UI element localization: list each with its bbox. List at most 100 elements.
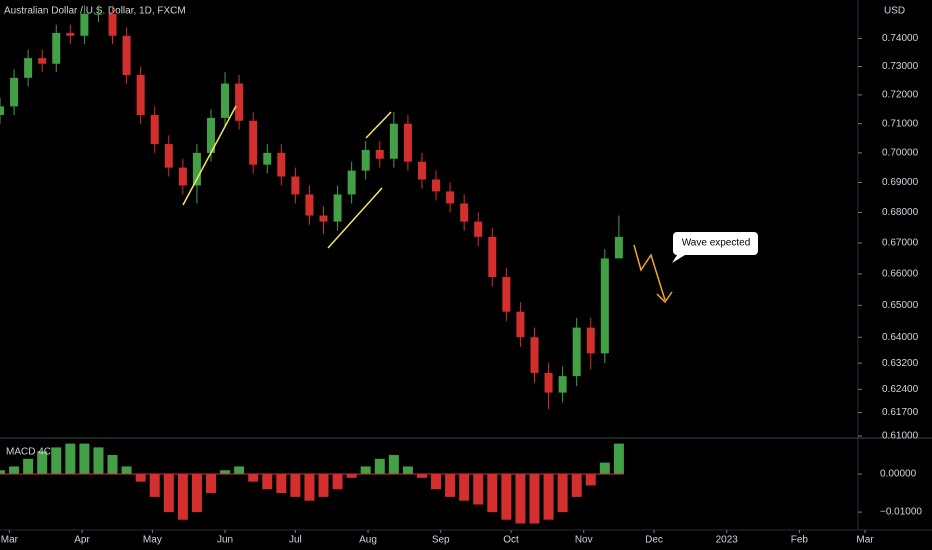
histogram-bar — [262, 474, 273, 490]
histogram-bar — [121, 466, 132, 475]
candle-body — [403, 123, 412, 162]
candle-body — [24, 58, 33, 78]
candle-body — [305, 194, 314, 216]
histogram-bar — [360, 466, 371, 475]
y-tick-label: 0.63200 — [882, 358, 919, 369]
candle-body — [164, 144, 173, 168]
trend-line — [182, 105, 237, 206]
histogram-bar — [431, 474, 442, 490]
candle-body — [389, 123, 398, 159]
histogram-bar — [177, 474, 188, 520]
histogram-bar — [332, 474, 343, 490]
x-tick-label: Mar — [1, 535, 19, 546]
histogram-bar — [445, 474, 456, 497]
histogram-bar — [107, 455, 118, 475]
histogram-bar — [163, 474, 174, 513]
histogram-bar — [543, 474, 554, 520]
x-tick-label: Apr — [74, 535, 90, 546]
candle-body — [136, 75, 145, 116]
candle-body — [572, 327, 581, 377]
candle-body — [460, 203, 469, 222]
histogram-bar — [374, 458, 385, 475]
candle-body — [333, 194, 342, 222]
histogram-bar — [191, 474, 202, 513]
candle-body — [417, 161, 426, 180]
histogram-bar — [149, 474, 160, 497]
callout-text: Wave expected — [682, 238, 751, 249]
candle-body — [122, 35, 131, 76]
indicator-title: MACD 4C — [6, 447, 51, 458]
histogram-bar — [515, 474, 526, 524]
candle-body — [80, 13, 89, 36]
candle-body — [10, 77, 19, 107]
x-tick-label: Feb — [791, 535, 809, 546]
candle-body — [488, 236, 497, 278]
histogram-bar — [585, 474, 596, 486]
histogram-bar — [93, 447, 104, 475]
y-tick-label: 0.64000 — [882, 332, 919, 343]
histogram-bar — [220, 470, 231, 475]
x-tick-label: 2023 — [716, 535, 739, 546]
histogram-bar — [234, 466, 245, 475]
y-tick-label: 0.67000 — [882, 238, 919, 249]
candle-body — [206, 117, 215, 153]
candle-body — [530, 337, 539, 373]
histogram-bar — [205, 474, 216, 494]
candle-body — [347, 170, 356, 195]
candle-body — [235, 83, 244, 121]
histogram-bar — [529, 474, 540, 524]
candle-body — [291, 176, 300, 195]
y-tick-label: 0.70000 — [882, 148, 919, 159]
trend-line — [327, 187, 383, 249]
candle-body — [221, 83, 230, 118]
histogram-bar — [318, 474, 329, 497]
histogram-bar — [473, 474, 484, 505]
x-tick-label: Nov — [575, 535, 593, 546]
candle-body — [319, 215, 328, 222]
candle-body — [150, 115, 159, 145]
candle-body — [558, 376, 567, 393]
candle-body — [263, 152, 272, 165]
candle-body — [446, 191, 455, 204]
y-tick-label: 0.71000 — [882, 118, 919, 129]
y-tick-label: 0.00000 — [880, 469, 917, 480]
y-tick-label: 0.74000 — [882, 33, 919, 44]
histogram-bar — [501, 474, 512, 520]
histogram-bar — [79, 443, 90, 475]
candle-body — [544, 372, 553, 393]
histogram-bar — [346, 474, 357, 478]
y-tick-label: 0.69000 — [882, 177, 919, 188]
candle-body — [277, 152, 286, 177]
candle-body — [586, 327, 595, 354]
candle-body — [0, 106, 4, 116]
histogram-bar — [276, 474, 287, 494]
histogram-bar — [599, 462, 610, 475]
candle-body — [94, 13, 103, 15]
candle-body — [52, 33, 61, 64]
x-tick-label: Dec — [645, 535, 663, 546]
candle-body — [600, 258, 609, 354]
x-tick-label: Aug — [359, 535, 377, 546]
y-tick-label: 0.62400 — [882, 384, 919, 395]
histogram-bar — [487, 474, 498, 513]
histogram-bar — [9, 466, 20, 475]
y-tick-label: 0.61700 — [882, 407, 919, 418]
candle-body — [249, 120, 258, 165]
candle-body — [178, 167, 187, 186]
chart-title: Australian Dollar / U.S. Dollar, 1D, FXC… — [4, 6, 186, 17]
candle-body — [66, 33, 75, 36]
x-tick-label: Sep — [432, 535, 450, 546]
candle-body — [432, 179, 441, 192]
histogram-bar — [459, 474, 470, 501]
axis-label: USD — [884, 6, 905, 17]
histogram-bar — [65, 443, 76, 475]
y-tick-label: −0.01000 — [880, 507, 922, 518]
histogram-bar — [304, 474, 315, 501]
candle-body — [361, 149, 370, 171]
candle-body — [614, 236, 623, 259]
candle-body — [502, 277, 511, 312]
y-tick-label: 0.72000 — [882, 90, 919, 101]
candle-body — [516, 311, 525, 338]
arrow-head — [656, 291, 673, 304]
x-tick-label: Jun — [217, 535, 233, 546]
